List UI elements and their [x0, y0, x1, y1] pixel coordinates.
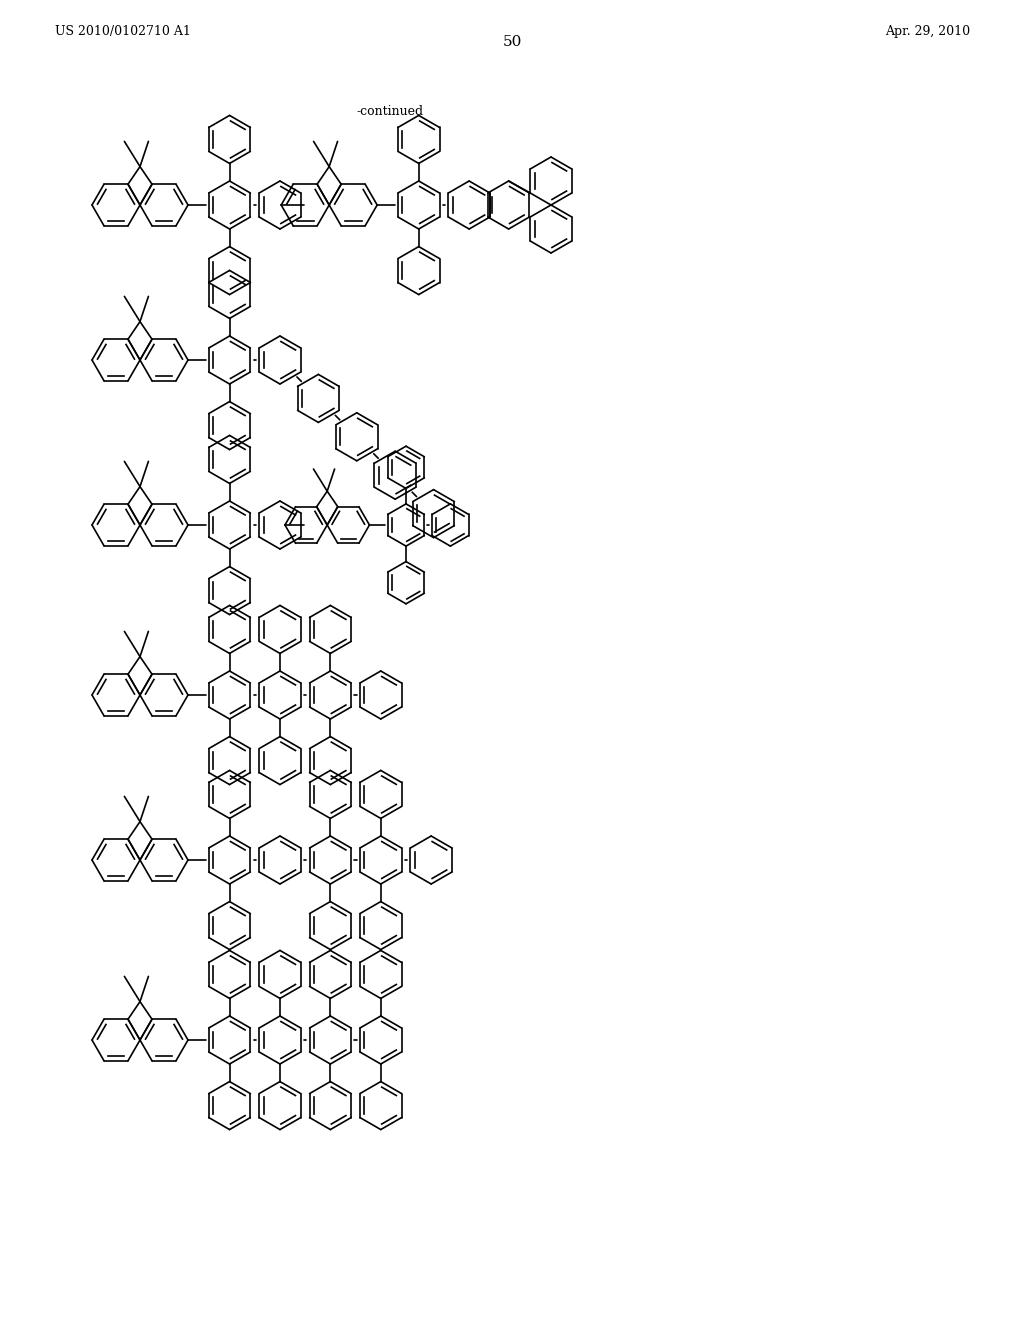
Text: US 2010/0102710 A1: US 2010/0102710 A1 — [55, 25, 190, 38]
Text: Apr. 29, 2010: Apr. 29, 2010 — [885, 25, 970, 38]
Text: -continued: -continued — [356, 106, 424, 117]
Text: 50: 50 — [503, 36, 521, 49]
